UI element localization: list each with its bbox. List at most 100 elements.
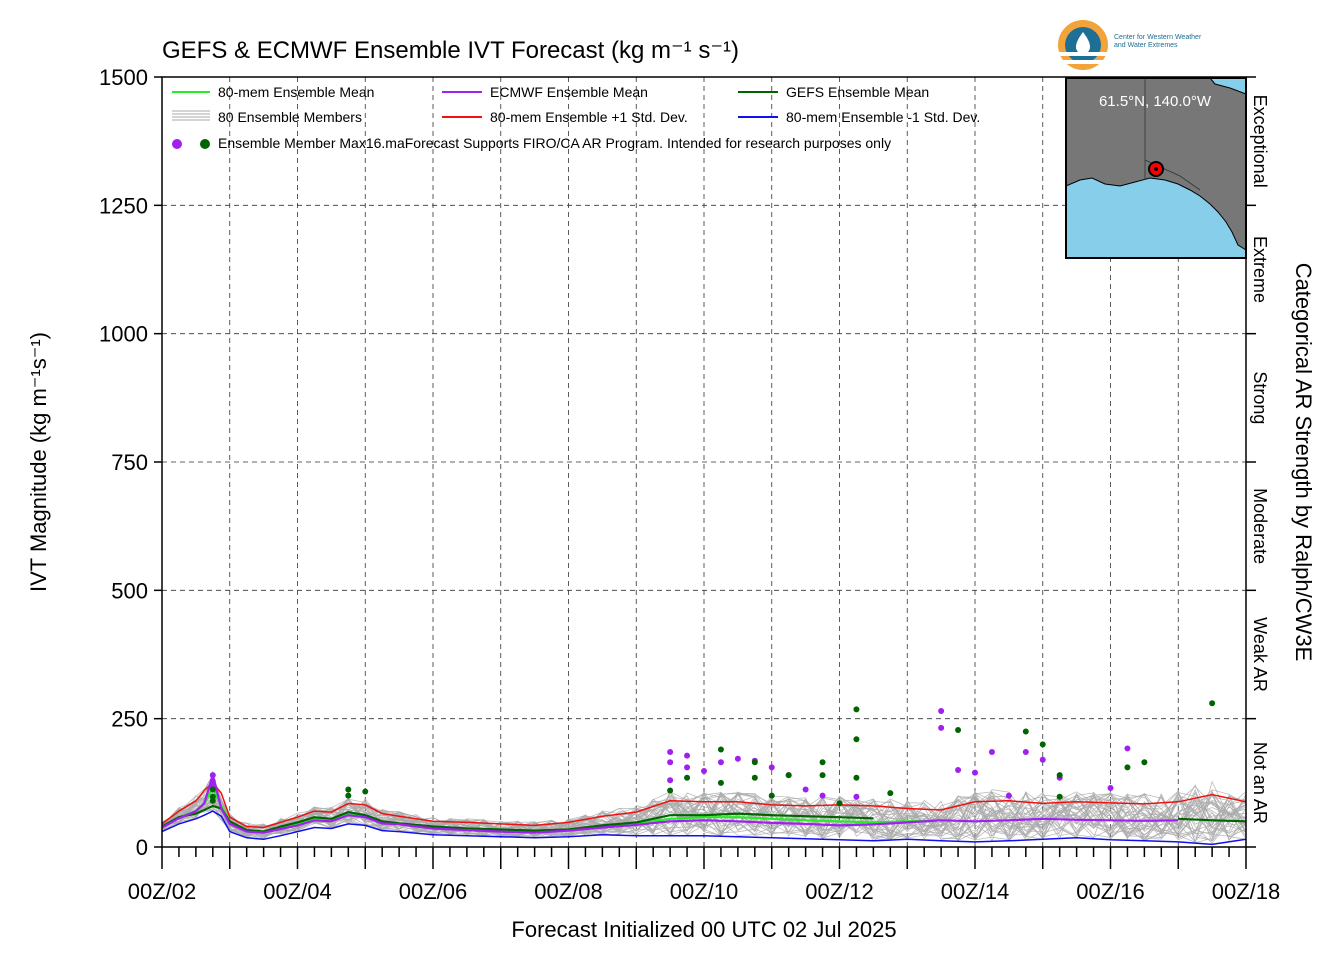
legend-label-max: Ensemble Member Max16.maForecast Support… <box>218 135 891 151</box>
logo-wave-2 <box>1058 60 1108 64</box>
gefs-max-point <box>1124 764 1131 771</box>
ensemble-member-line <box>161 774 1247 839</box>
ensemble-member-line <box>161 773 1247 840</box>
ecmwf-max-point <box>988 749 995 756</box>
category-label: Not an AR <box>1250 742 1270 824</box>
ecmwf-max-point <box>701 768 707 775</box>
chart-title: GEFS & ECMWF Ensemble IVT Forecast (kg m… <box>162 37 739 64</box>
y-tick-label: 0 <box>136 835 148 860</box>
gefs-max-point <box>209 793 216 800</box>
ecmwf-max-point <box>938 707 945 714</box>
logo-text: Center for Western Weather and Water Ext… <box>1114 34 1244 50</box>
x-tick-label: 00Z/10 <box>670 879 739 904</box>
category-label: Exceptional <box>1250 95 1270 188</box>
ensemble-member-line <box>161 778 1247 840</box>
x-tick-label: 00Z/18 <box>1212 879 1281 904</box>
gefs-max-point <box>345 792 352 799</box>
water-drop-icon <box>1076 32 1090 54</box>
ecmwf-max-point <box>717 759 724 766</box>
x-tick-label: 00Z/14 <box>941 879 1010 904</box>
ar-category-axis: Exceptional Extreme Strong Moderate Weak AR N… <box>1246 76 1270 848</box>
ensemble-member-line <box>161 784 1247 843</box>
minus-std-line <box>161 810 1247 846</box>
gefs-max-point <box>1209 700 1216 707</box>
gefs-max-point <box>717 746 724 753</box>
legend-label-ecmwf: ECMWF Ensemble Mean <box>490 84 648 100</box>
gefs-max-point <box>751 774 758 781</box>
y-axis: 0 250 500 750 1000 1250 1500 <box>99 65 162 860</box>
gefs-max-point <box>209 797 216 804</box>
y-tick-label: 750 <box>111 450 148 475</box>
category-label: Weak AR <box>1250 617 1270 692</box>
x-tick-label: 00Z/02 <box>128 879 197 904</box>
inset-coords: 61.5°N, 140.0°W <box>1099 93 1212 110</box>
gefs-max-point <box>1039 741 1046 748</box>
ecmwf-max-point <box>1039 756 1046 763</box>
ecmwf-mean-line <box>161 770 1179 834</box>
legend-label-gefs: GEFS Ensemble Mean <box>786 84 929 100</box>
x-tick-label: 00Z/12 <box>805 879 874 904</box>
ecmwf-max-point <box>209 772 216 779</box>
y-axis-label: IVT Magnitude (kg m⁻¹s⁻¹) <box>26 332 51 592</box>
ensemble-member-line <box>161 788 1247 839</box>
right-axis-label: Categorical AR Strength by Ralph/CW3E <box>1291 263 1316 662</box>
legend-label-mean: 80-mem Ensemble Mean <box>218 84 374 100</box>
gefs-max-point <box>785 772 792 779</box>
gefs-max-point <box>853 706 860 713</box>
gefs-max-point <box>955 726 962 733</box>
ecmwf-max-point <box>938 724 945 731</box>
ecmwf-max-point <box>667 759 674 766</box>
ecmwf-max-point <box>819 792 826 799</box>
gefs-max-point <box>717 779 724 786</box>
inset-frame <box>1065 77 1247 259</box>
plus-std-line <box>161 781 1247 829</box>
cw3e-logo <box>1058 20 1108 70</box>
y-tick-label: 1250 <box>99 193 148 218</box>
legend: 80-mem Ensemble Mean ECMWF Ensemble Mean… <box>172 84 980 151</box>
gefs-max-point <box>836 800 843 807</box>
ensemble-member-line <box>161 793 1247 840</box>
gefs-max-point <box>1056 772 1063 779</box>
ecmwf-max-point <box>1124 745 1131 752</box>
legend-label-members: 80 Ensemble Members <box>218 109 362 125</box>
y-tick-label: 500 <box>111 578 148 603</box>
gefs-max-point <box>819 772 826 779</box>
y-tick-label: 250 <box>111 707 148 732</box>
ecmwf-max-point <box>734 755 741 762</box>
location-marker-center <box>1154 167 1158 171</box>
x-axis-label: Forecast Initialized 00 UTC 02 Jul 2025 <box>511 917 896 942</box>
gefs-max-point <box>853 736 860 743</box>
x-tick-label: 00Z/06 <box>399 879 468 904</box>
category-label: Extreme <box>1250 236 1270 303</box>
y-tick-label: 1000 <box>99 322 148 347</box>
ecmwf-max-point <box>684 764 691 771</box>
gefs-max-point <box>887 790 894 797</box>
legend-dot-ecmwf <box>172 139 182 149</box>
gefs-max-point <box>362 788 369 795</box>
gefs-max-point <box>1056 793 1063 800</box>
gefs-max-point <box>667 787 674 794</box>
legend-label-plus: 80-mem Ensemble +1 Std. Dev. <box>490 109 688 125</box>
legend-max-text: Ensemble Member Max <box>218 135 366 151</box>
ecmwf-max-point <box>667 777 674 784</box>
x-tick-label: 00Z/08 <box>534 879 603 904</box>
logo-text-line1: Center for Western Weather <box>1114 34 1202 41</box>
member-max-points <box>209 700 1216 807</box>
ecmwf-max-point <box>768 764 775 771</box>
y-tick-label: 1500 <box>99 65 148 90</box>
ecmwf-max-point <box>972 769 978 776</box>
x-axis: 00Z/02 00Z/04 00Z/06 00Z/08 00Z/10 00Z/12 00Z/… <box>128 847 1281 904</box>
ecmwf-max-point <box>955 767 962 773</box>
legend-label-minus: 80-mem Ensemble -1 Std. Dev. <box>786 109 980 125</box>
ecmwf-max-point <box>802 786 809 793</box>
category-label: Strong <box>1250 371 1270 424</box>
gefs-max-point <box>819 759 826 766</box>
x-tick-label: 00Z/16 <box>1076 879 1145 904</box>
ecmwf-max-point <box>1022 749 1029 756</box>
ensemble-members <box>161 773 1247 844</box>
ecmwf-max-point <box>853 793 860 800</box>
category-label: Moderate <box>1250 488 1270 564</box>
gefs-max-point <box>345 786 352 793</box>
x-tick-label: 00Z/04 <box>263 879 332 904</box>
